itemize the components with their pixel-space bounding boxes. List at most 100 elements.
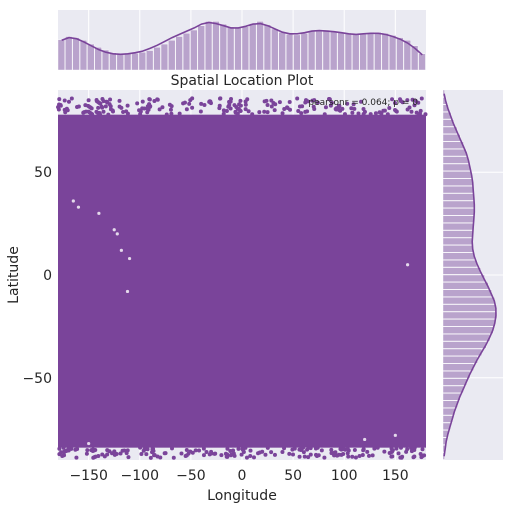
marginal-x-bar [234,27,242,71]
scatter-point [398,97,403,102]
marginal-x-bar [300,33,308,71]
scatter-point [326,96,331,101]
marginal-y-bar [442,378,467,386]
y-tick-label: 50 [34,165,52,181]
scatter-point [423,112,428,117]
scatter-point [379,111,384,116]
scatter-point [227,99,232,104]
marginal-x-bar [396,37,404,71]
scatter-point [181,101,186,106]
scatter-point [179,451,184,456]
scatter-point [110,109,115,114]
scatter-point [387,450,392,455]
scatter-point [351,102,356,107]
scatter-point [146,107,151,112]
marginal-y-bar [442,311,498,319]
scatter-point [418,452,423,457]
scatter-point [312,106,317,111]
marginal-x-bar [330,30,338,71]
scatter-point [368,112,373,117]
scatter-point [202,102,207,107]
scatter-point [89,106,94,111]
scatter-point [239,452,244,457]
scatter-point [138,109,143,114]
scatter-point [353,455,358,460]
scatter-point [393,108,398,113]
scatter-point [184,453,189,458]
scatter-point-cloud [58,114,426,448]
marginal-x-bar [146,50,154,71]
y-tick-label: −50 [22,371,52,387]
scatter-point [126,455,131,460]
scatter-point [362,109,367,114]
scatter-point [74,455,79,460]
scatter-point [357,453,362,458]
scatter-point [306,455,311,460]
scatter-point [385,112,390,117]
marginal-y-kde-line [443,93,497,457]
scatter-point [356,111,361,116]
sparse-area [97,211,101,215]
marginal-x-bar [337,32,345,71]
scatter-point [117,98,122,103]
scatter-point [334,107,339,112]
scatter-point [390,454,395,459]
sparse-area [363,437,367,442]
marginal-x-bar [124,53,132,71]
sparse-area [127,256,132,261]
marginal-x-bar [212,21,220,71]
y-axis-label: Latitude [6,246,22,304]
scatter-point [243,107,248,112]
scatter-point [66,99,71,104]
scatter-point [224,108,229,113]
scatter-point [409,446,414,451]
scatter-point [227,102,232,107]
scatter-point [152,452,157,457]
marginal-x-bar [94,47,102,71]
scatter-point [75,446,80,451]
marginal-y-bar [442,274,485,282]
scatter-point [337,104,342,109]
scatter-point [93,447,98,452]
scatter-point [389,446,394,451]
scatter-point [295,96,300,101]
scatter-point [263,452,268,457]
scatter-point [98,112,103,117]
scatter-point [282,106,287,111]
scatter-point [199,101,204,106]
marginal-x-bar [418,53,426,71]
marginal-y-bar [442,215,474,223]
scatter-point [305,99,310,104]
scatter-point [238,98,243,103]
scatter-point [69,446,74,451]
scatter-point [399,455,404,460]
x-tick-label: 100 [331,468,358,484]
scatter-point [269,450,274,455]
marginal-x-bar [256,21,264,71]
scatter-point [341,452,346,457]
marginal-x-bar [109,52,117,71]
marginal-x-bar [160,43,168,71]
scatter-point [265,103,270,108]
marginal-y-bar [442,282,489,290]
marginal-y-bar [442,304,497,312]
marginal-x-bar [138,51,146,71]
scatter-point [108,97,113,102]
marginal-x-bar [263,24,272,71]
scatter-point [141,448,146,453]
marginal-x-bar [278,32,286,71]
scatter-point [147,102,152,107]
marginal-y-bar [442,163,471,171]
scatter-point [346,454,351,459]
scatter-point [312,98,317,103]
scatter-point [375,445,380,450]
marginal-y-bar [442,334,491,342]
scatter-point [405,107,410,112]
marginal-x-bar [241,26,249,71]
marginal-y-bar [442,237,473,245]
scatter-point [169,104,174,109]
scatter-point [61,445,66,450]
scatter-point [382,449,387,454]
marginal-x-bar [131,53,139,71]
marginal-y-bar [442,260,478,268]
